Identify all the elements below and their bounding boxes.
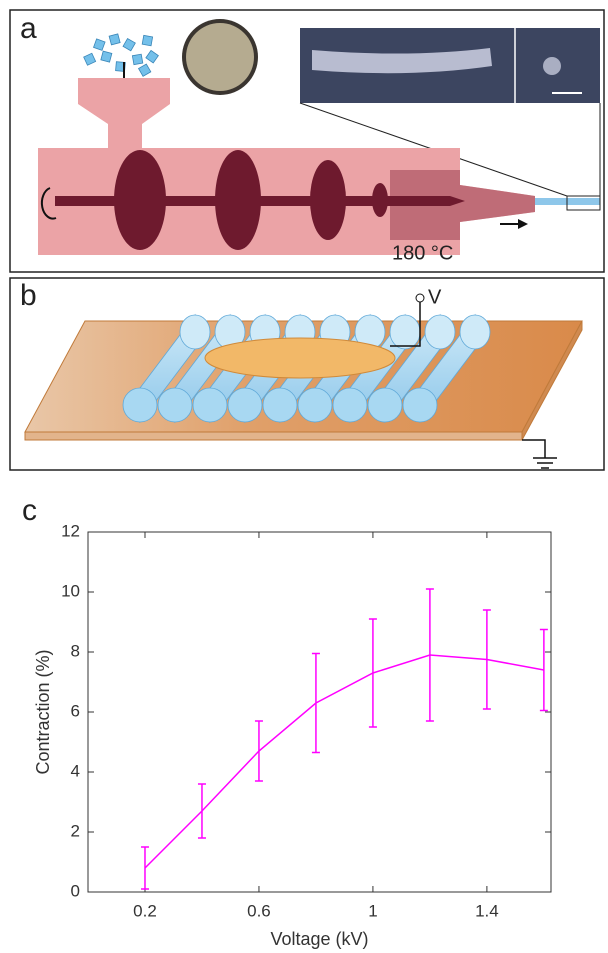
heating-zone — [390, 170, 535, 240]
panel-frame — [9, 9, 605, 273]
pellets — [83, 33, 159, 77]
zoom-box — [566, 195, 601, 211]
y-tick-label: 0 — [71, 881, 80, 900]
fiber-end — [227, 387, 263, 423]
ground-wire — [522, 439, 546, 458]
fiber-end — [332, 387, 368, 423]
temperature-label: 180 °C — [392, 242, 453, 264]
wire — [390, 302, 421, 347]
fiber-end — [402, 387, 438, 423]
fiber-cross-section — [543, 57, 561, 75]
y-tick-label: 6 — [71, 701, 80, 720]
panel-label: b — [20, 279, 37, 312]
fiber-end — [367, 387, 403, 423]
x-tick-label: 0.6 — [247, 901, 271, 920]
y-tick-label: 2 — [71, 821, 80, 840]
fiber — [424, 314, 456, 350]
pellet-photo — [186, 23, 254, 91]
substrate-edge — [521, 320, 583, 441]
y-tick-label: 12 — [61, 521, 80, 540]
fiber-end — [122, 387, 158, 423]
fiber — [389, 314, 421, 350]
data-line — [144, 654, 545, 869]
panel-b: b V — [9, 277, 605, 471]
electrode — [204, 337, 396, 379]
x-tick-label: 0.2 — [133, 901, 157, 920]
fiber-end — [262, 387, 298, 423]
fiber-end — [192, 387, 228, 423]
y-tick-label: 8 — [71, 641, 80, 660]
fiber-end — [297, 387, 333, 423]
panel-a: a 18 — [9, 9, 605, 273]
panel-label: a — [20, 12, 37, 45]
terminal — [415, 293, 425, 303]
plot-frame — [87, 531, 552, 893]
fiber — [459, 314, 491, 350]
y-tick-label: 4 — [71, 761, 80, 780]
y-axis-label: Contraction (%) — [33, 649, 53, 774]
screw — [55, 150, 465, 250]
x-axis-label: Voltage (kV) — [270, 929, 368, 949]
hopper — [78, 78, 170, 150]
fiber — [179, 314, 211, 350]
voltage-label: V — [428, 286, 442, 308]
x-tick-label: 1 — [368, 901, 377, 920]
substrate-edge — [24, 431, 523, 441]
y-tick-label: 10 — [61, 581, 80, 600]
line-chart: 0 2 4 6 8 10 12 0.2 0.6 1 1.4 Voltage (kV) Contracti… — [33, 521, 552, 949]
panel-frame — [9, 277, 605, 471]
fiber-image — [312, 48, 492, 74]
output-arrow-head — [518, 219, 528, 229]
x-tick-label: 1.4 — [475, 901, 499, 920]
panel-label: c — [22, 494, 37, 527]
rotation-arrow — [40, 187, 57, 220]
fiber-end — [157, 387, 193, 423]
